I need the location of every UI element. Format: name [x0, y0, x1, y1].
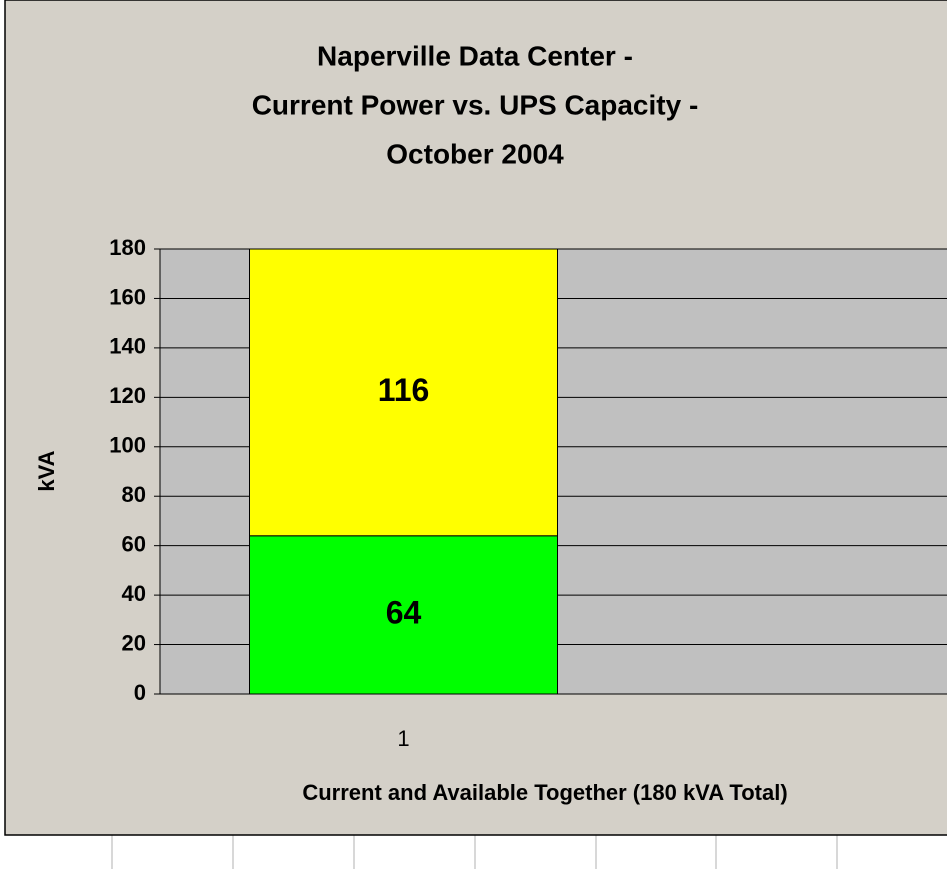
y-tick-label: 60	[122, 531, 146, 556]
y-tick-label: 40	[122, 581, 146, 606]
y-tick-label: 120	[109, 383, 146, 408]
bar-segment	[249, 535, 558, 695]
chart-title: Naperville Data Center -	[317, 40, 633, 71]
y-tick-label: 140	[109, 334, 146, 359]
chart-title: Current Power vs. UPS Capacity -	[252, 89, 699, 120]
bar-segment	[249, 248, 558, 537]
y-tick-label: 20	[122, 630, 146, 655]
y-tick-label: 100	[109, 433, 146, 458]
y-tick-label: 180	[109, 235, 146, 260]
y-tick-label: 160	[109, 284, 146, 309]
y-axis-label: kVA	[34, 450, 59, 491]
data-label: 64	[386, 594, 422, 630]
chart-title: October 2004	[386, 138, 564, 169]
data-label: 116	[378, 372, 430, 408]
sheet-grid	[111, 835, 838, 869]
y-tick-label: 0	[134, 680, 146, 705]
x-axis-label: Current and Available Together (180 kVA …	[302, 780, 787, 805]
y-tick-label: 80	[122, 482, 146, 507]
x-tick-label: 1	[397, 726, 409, 751]
